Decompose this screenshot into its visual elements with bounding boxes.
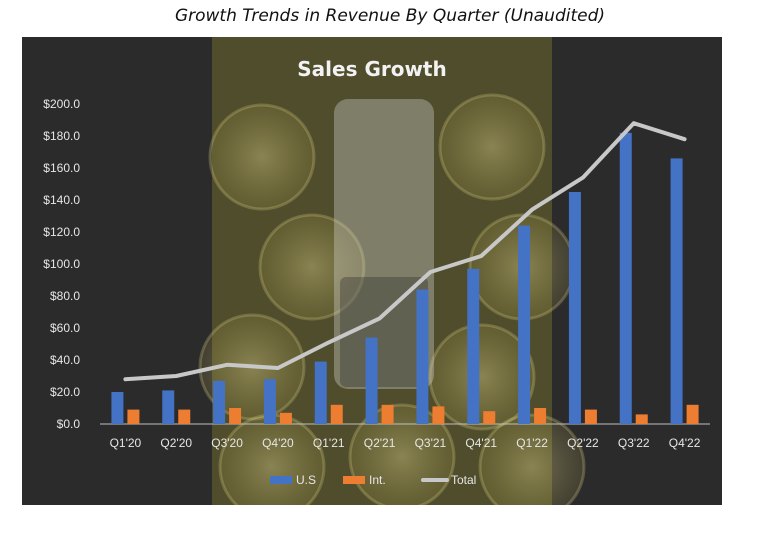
y-tick-label: $180.0 <box>43 129 80 143</box>
bar-us <box>568 192 581 424</box>
point-total <box>327 340 331 344</box>
x-tick-label: Q2'21 <box>364 436 396 450</box>
y-tick-label: $120.0 <box>43 225 80 239</box>
y-tick-label: $0.0 <box>57 417 81 431</box>
x-tick-label: Q4'22 <box>669 436 701 450</box>
x-tick-label: Q1'20 <box>110 436 142 450</box>
bar-us <box>518 225 531 424</box>
y-tick-label: $40.0 <box>50 353 80 367</box>
y-tick-label: $100.0 <box>43 257 80 271</box>
bar-intl <box>330 404 343 424</box>
background-decoration <box>198 93 586 505</box>
y-tick-label: $200.0 <box>43 97 80 111</box>
bar-us <box>263 379 276 424</box>
x-tick-label: Q2'20 <box>160 436 192 450</box>
point-total <box>683 137 687 141</box>
point-total <box>225 363 229 367</box>
x-tick-label: Q3'22 <box>618 436 650 450</box>
x-axis: Q1'20 Q2'20 Q3'20 Q4'20 Q1'21 Q2'21 Q3'21 Q4'21… <box>110 436 701 450</box>
x-tick-label: Q4'21 <box>465 436 497 450</box>
bar-intl <box>229 408 242 424</box>
x-tick-label: Q3'20 <box>211 436 243 450</box>
citrus-slice-decoration <box>478 413 586 505</box>
bar-intl <box>635 414 648 424</box>
bar-us <box>365 337 378 424</box>
y-tick-label: $20.0 <box>50 385 80 399</box>
bars-group <box>111 132 699 425</box>
point-total <box>530 208 534 212</box>
bar-us <box>467 268 480 424</box>
bar-intl <box>432 406 445 424</box>
bar-us <box>314 361 327 424</box>
point-total <box>479 254 483 258</box>
x-tick-label: Q3'21 <box>415 436 447 450</box>
bar-intl <box>534 408 547 424</box>
point-total <box>276 366 280 370</box>
point-total <box>632 121 636 125</box>
x-tick-label: Q1'21 <box>313 436 345 450</box>
bar-us <box>213 380 226 424</box>
bar-intl <box>127 409 140 424</box>
bar-intl <box>381 404 394 424</box>
bar-intl <box>686 404 699 424</box>
legend-label: U.S <box>296 473 316 487</box>
chart-title: Sales Growth <box>297 57 446 81</box>
bar-intl <box>279 412 292 424</box>
point-total <box>174 374 178 378</box>
bar-us <box>619 132 632 425</box>
total-line-group <box>123 121 687 382</box>
x-tick-label: Q1'22 <box>516 436 548 450</box>
x-tick-label: Q4'20 <box>262 436 294 450</box>
chart-panel: Sales Growth $0.0 $20.0 $40.0 $60.0 $80.0 $10… <box>22 37 722 505</box>
sales-growth-chart: Sales Growth $0.0 $20.0 $40.0 $60.0 $80.0 $10… <box>43 37 710 505</box>
bar-intl <box>584 409 597 424</box>
y-tick-label: $60.0 <box>50 321 80 335</box>
bar-intl <box>483 411 496 424</box>
legend-label: Total <box>451 473 476 487</box>
point-total <box>378 316 382 320</box>
bar-us <box>670 158 683 424</box>
y-axis: $0.0 $20.0 $40.0 $60.0 $80.0 $100.0 $120.0 $140… <box>43 97 80 431</box>
legend-swatch <box>270 476 292 484</box>
line-total <box>123 121 687 382</box>
y-tick-label: $140.0 <box>43 193 80 207</box>
bar-intl <box>178 409 191 424</box>
citrus-slice-decoration <box>208 103 316 211</box>
citrus-slice-decoration <box>438 93 546 201</box>
citrus-slice-decoration <box>258 213 366 321</box>
citrus-slice-decoration <box>428 323 536 431</box>
legend-label: Int. <box>369 473 386 487</box>
bar-us <box>162 390 175 424</box>
point-total <box>581 176 585 180</box>
legend: U.S Int. Total <box>270 473 476 487</box>
x-tick-label: Q2'22 <box>567 436 599 450</box>
y-tick-label: $80.0 <box>50 289 80 303</box>
point-total <box>428 270 432 274</box>
y-tick-label: $160.0 <box>43 161 80 175</box>
citrus-slice-decoration <box>218 413 326 505</box>
chart-caption: Growth Trends in Revenue By Quarter (Una… <box>174 6 606 26</box>
bar-us <box>111 392 124 424</box>
legend-swatch <box>343 476 365 484</box>
bar-us <box>416 289 429 424</box>
point-total <box>123 377 127 381</box>
product-can-image <box>334 99 434 389</box>
